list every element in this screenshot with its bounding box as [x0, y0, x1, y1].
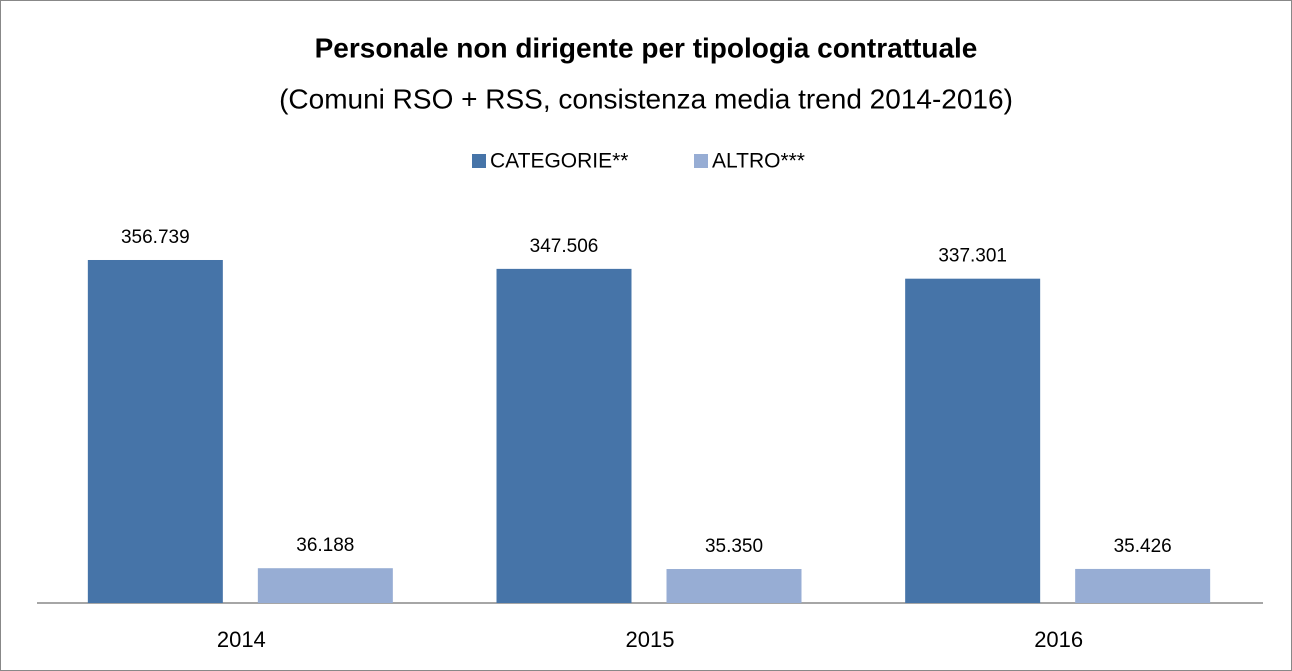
chart-subtitle: (Comuni RSO + RSS, consistenza media tre…: [279, 83, 1013, 114]
bar: [666, 569, 802, 603]
x-tick-label: 2014: [217, 627, 266, 652]
x-tick-label: 2016: [1034, 627, 1083, 652]
bar: [1075, 568, 1211, 603]
bar: [87, 259, 223, 603]
legend-label: ALTRO***: [712, 150, 805, 173]
legend-swatch: [694, 154, 708, 168]
bar: [257, 568, 393, 603]
chart-title: Personale non dirigente per tipologia co…: [315, 32, 978, 63]
value-label: 356.739: [121, 227, 190, 248]
bar: [905, 278, 1041, 603]
bar: [496, 268, 632, 603]
legend-swatch: [472, 154, 486, 168]
legend-label: CATEGORIE**: [490, 150, 628, 173]
value-label: 35.426: [1114, 536, 1172, 557]
value-label: 35.350: [705, 536, 763, 557]
value-label: 337.301: [938, 246, 1007, 267]
value-label: 36.188: [296, 535, 354, 556]
value-label: 347.506: [530, 236, 599, 257]
x-tick-label: 2015: [626, 627, 675, 652]
